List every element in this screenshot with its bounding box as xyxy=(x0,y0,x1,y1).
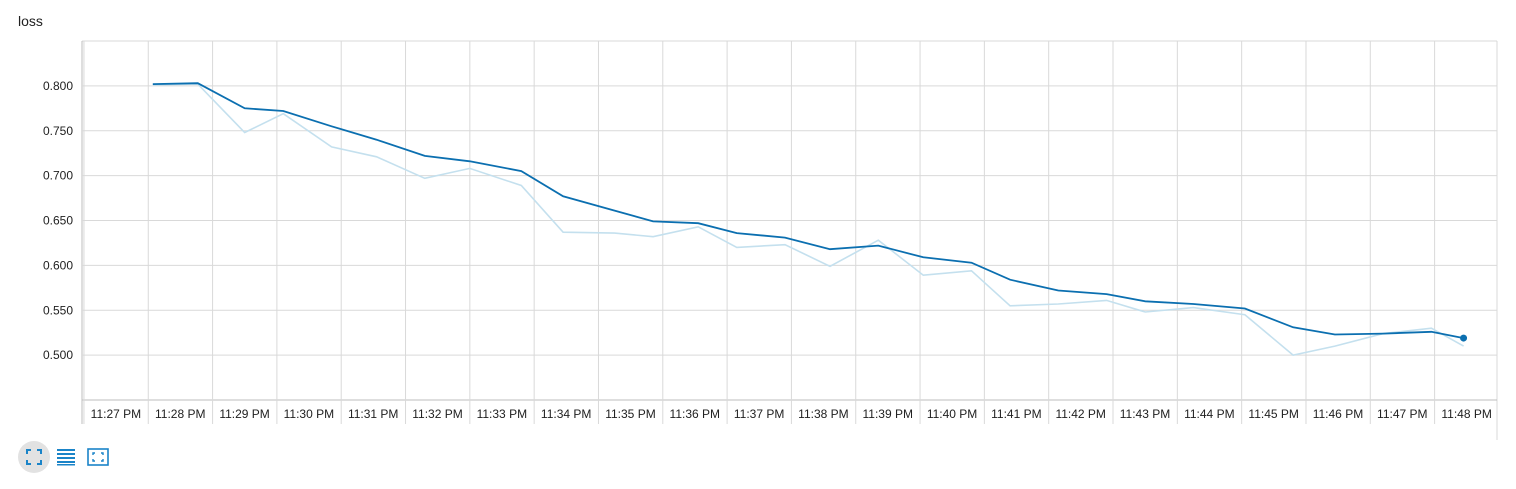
x-tick-label: 11:45 PM xyxy=(1248,407,1298,421)
loss-chart[interactable]: 0.500 0.550 0.600 0.650 0.700 0.750 0.800 11:2… xyxy=(0,0,1516,440)
y-tick-label: 0.750 xyxy=(43,124,73,138)
y-tick-label: 0.650 xyxy=(43,214,73,228)
x-tick-label: 11:37 PM xyxy=(734,407,784,421)
x-tick-label: 11:33 PM xyxy=(477,407,527,421)
y-tick-label: 0.800 xyxy=(43,79,73,93)
x-tick-label: 11:39 PM xyxy=(863,407,913,421)
raw-loss-line xyxy=(152,83,1464,356)
list-lines-icon xyxy=(57,449,75,466)
x-tick-label: 11:42 PM xyxy=(1055,407,1105,421)
x-tick-label: 11:47 PM xyxy=(1377,407,1427,421)
x-tick-label: 11:41 PM xyxy=(991,407,1041,421)
x-tick-label: 11:46 PM xyxy=(1313,407,1363,421)
x-tick-label: 11:44 PM xyxy=(1184,407,1234,421)
fit-domain-button[interactable] xyxy=(18,441,50,473)
last-point-marker[interactable] xyxy=(1460,334,1468,342)
smoothed-loss-line xyxy=(152,82,1464,339)
x-tick-label: 11:27 PM xyxy=(91,407,141,421)
x-tick-label: 11:38 PM xyxy=(798,407,848,421)
x-tick-label: 11:31 PM xyxy=(348,407,398,421)
fullscreen-icon xyxy=(26,449,42,465)
chart-toolbar xyxy=(18,440,114,474)
series xyxy=(152,82,1468,356)
frame-select-icon xyxy=(87,448,109,466)
x-axis: 11:27 PM 11:28 PM 11:29 PM 11:30 PM 11:31 PM… xyxy=(91,407,1492,421)
x-tick-label: 11:29 PM xyxy=(219,407,269,421)
y-axis: 0.500 0.550 0.600 0.650 0.700 0.750 0.800 xyxy=(43,79,73,362)
grid xyxy=(81,40,1498,440)
x-tick-label: 11:40 PM xyxy=(927,407,977,421)
x-tick-label: 11:32 PM xyxy=(412,407,462,421)
x-tick-label: 11:34 PM xyxy=(541,407,591,421)
x-tick-label: 11:30 PM xyxy=(284,407,334,421)
y-tick-label: 0.700 xyxy=(43,169,73,183)
chart-title: loss xyxy=(18,13,43,29)
x-tick-label: 11:48 PM xyxy=(1441,407,1491,421)
zoom-reset-button[interactable] xyxy=(82,441,114,473)
toggle-log-button[interactable] xyxy=(50,441,82,473)
x-tick-label: 11:43 PM xyxy=(1120,407,1170,421)
y-tick-label: 0.500 xyxy=(43,348,73,362)
x-tick-label: 11:36 PM xyxy=(670,407,720,421)
y-tick-label: 0.550 xyxy=(43,303,73,317)
x-tick-label: 11:35 PM xyxy=(605,407,655,421)
x-tick-label: 11:28 PM xyxy=(155,407,205,421)
y-tick-label: 0.600 xyxy=(43,258,73,272)
